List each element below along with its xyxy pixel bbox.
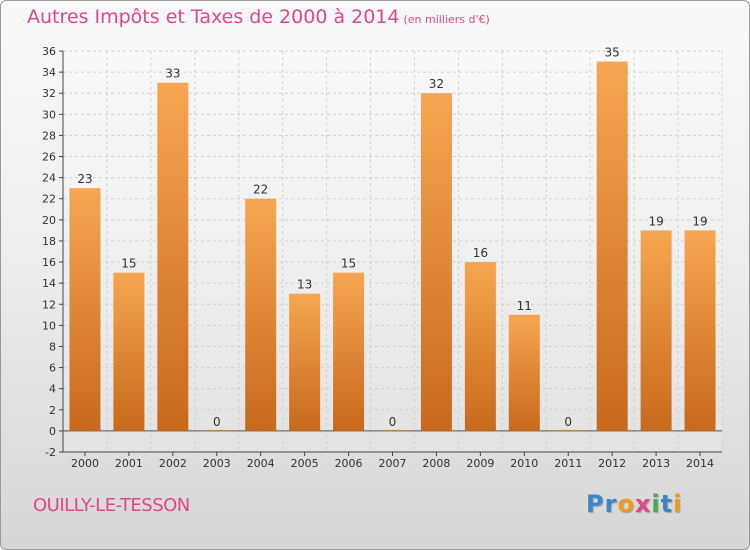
data-label: 22 xyxy=(253,183,268,197)
data-label: 35 xyxy=(605,46,620,60)
data-label: 15 xyxy=(121,257,136,271)
chart-title-text: Autres Impôts et Taxes de 2000 à 2014 xyxy=(27,6,400,28)
bar xyxy=(157,82,189,431)
y-tick-label: 26 xyxy=(42,151,56,164)
data-label: 23 xyxy=(77,172,92,186)
data-label: 11 xyxy=(517,299,532,313)
data-label: 33 xyxy=(165,67,180,81)
logo-letter: o xyxy=(617,490,635,518)
data-label: 16 xyxy=(473,246,488,260)
x-tick-label: 2012 xyxy=(598,457,626,470)
proxiti-logo: Proxiti xyxy=(586,490,682,518)
x-tick-label: 2005 xyxy=(291,457,319,470)
y-tick-label: 36 xyxy=(42,45,56,58)
y-tick-label: 18 xyxy=(42,235,56,248)
x-tick-label: 2009 xyxy=(466,457,494,470)
chart-subtitle: (en milliers d'€) xyxy=(403,13,490,26)
y-tick-label: 30 xyxy=(42,108,56,121)
bar xyxy=(508,314,540,431)
y-tick-label: 12 xyxy=(42,298,56,311)
bar xyxy=(201,429,233,431)
x-tick-label: 2013 xyxy=(642,457,670,470)
x-tick-label: 2002 xyxy=(159,457,187,470)
y-tick-label: 34 xyxy=(42,66,56,79)
logo-letter: r xyxy=(604,490,618,518)
y-tick-label: 20 xyxy=(42,214,56,227)
x-tick-label: 2010 xyxy=(510,457,538,470)
y-tick-label: -2 xyxy=(45,446,56,459)
bar xyxy=(684,230,716,431)
chart-title: Autres Impôts et Taxes de 2000 à 2014 (en… xyxy=(27,6,490,28)
data-label: 0 xyxy=(564,415,572,429)
x-tick-label: 2004 xyxy=(247,457,275,470)
x-tick-label: 2006 xyxy=(335,457,363,470)
logo-letter: x xyxy=(634,490,652,518)
y-tick-label: 4 xyxy=(49,383,56,396)
data-label: 19 xyxy=(648,214,663,228)
x-tick-label: 2001 xyxy=(115,457,143,470)
logo-letter: i xyxy=(673,490,683,518)
logo-letter: i xyxy=(651,490,661,518)
data-label: 0 xyxy=(213,415,221,429)
y-tick-label: 2 xyxy=(49,404,56,417)
x-tick-label: 2008 xyxy=(422,457,450,470)
y-tick-label: 28 xyxy=(42,129,56,142)
data-label: 13 xyxy=(297,278,312,292)
data-label: 19 xyxy=(692,214,707,228)
x-tick-label: 2003 xyxy=(203,457,231,470)
data-label: 0 xyxy=(389,415,397,429)
logo-letter: P xyxy=(586,490,605,518)
y-tick-label: 24 xyxy=(42,172,56,185)
x-tick-label: 2011 xyxy=(554,457,582,470)
data-label: 15 xyxy=(341,257,356,271)
bar xyxy=(640,230,672,431)
y-tick-label: 22 xyxy=(42,193,56,206)
bar xyxy=(552,429,584,431)
bar xyxy=(464,262,496,431)
bar xyxy=(333,272,365,431)
bar xyxy=(289,293,321,431)
y-tick-label: 6 xyxy=(49,362,56,375)
y-tick-label: 10 xyxy=(42,319,56,332)
bar xyxy=(596,61,628,431)
x-tick-label: 2014 xyxy=(686,457,714,470)
commune-name: OUILLY-LE-TESSON xyxy=(33,495,190,516)
y-tick-label: 32 xyxy=(42,87,56,100)
bar xyxy=(420,93,452,431)
bar xyxy=(377,429,408,431)
bar xyxy=(113,272,145,431)
y-tick-label: 16 xyxy=(42,256,56,269)
x-tick-label: 2000 xyxy=(71,457,99,470)
data-label: 32 xyxy=(429,77,444,91)
y-tick-label: 14 xyxy=(42,277,56,290)
bar xyxy=(245,198,277,431)
y-tick-label: 8 xyxy=(49,340,56,353)
x-tick-label: 2007 xyxy=(379,457,407,470)
logo-letter: t xyxy=(660,490,674,518)
bar xyxy=(69,188,101,431)
y-tick-label: 0 xyxy=(49,425,56,438)
